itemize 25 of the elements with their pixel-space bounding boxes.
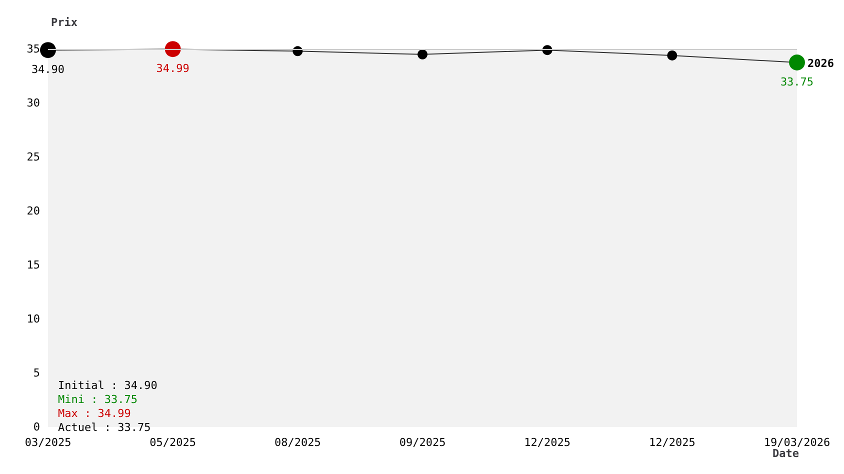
x-tick-label: 03/2025 [24, 436, 72, 449]
x-tick-label: 12/2025 [648, 436, 696, 449]
x-tick-label: 08/2025 [274, 436, 321, 449]
text: 2026 [808, 57, 834, 70]
x-tick-label: 12/2025 [524, 436, 571, 449]
annotation: Actuel : 33.75 [58, 421, 151, 434]
y-axis-title: Prix [51, 16, 78, 29]
y-tick-label: 20 [26, 204, 40, 218]
annotation: Mini : 33.75 [58, 393, 138, 406]
y-tick-label: 30 [26, 96, 40, 110]
x-axis-title: Date [772, 447, 800, 460]
annotation: Max : 34.99 [58, 407, 131, 420]
y-tick-label: 0 [33, 420, 40, 434]
x-tick-label: 05/2025 [150, 436, 196, 449]
annotation: Initial : 34.90 [58, 379, 158, 392]
y-tick-label: 35 [26, 42, 40, 56]
y-tick-label: 25 [26, 150, 40, 164]
x-tick-label: 09/2025 [399, 436, 446, 449]
y-tick-label: 5 [33, 366, 40, 380]
y-tick-label: 10 [26, 312, 40, 326]
y-tick-label: 15 [26, 258, 40, 272]
data-label: 33.75 [780, 76, 814, 88]
data-label: 34.90 [31, 63, 65, 76]
x-tick-label: 19/03/2026 [764, 436, 830, 449]
data-label: 34.99 [156, 62, 190, 76]
